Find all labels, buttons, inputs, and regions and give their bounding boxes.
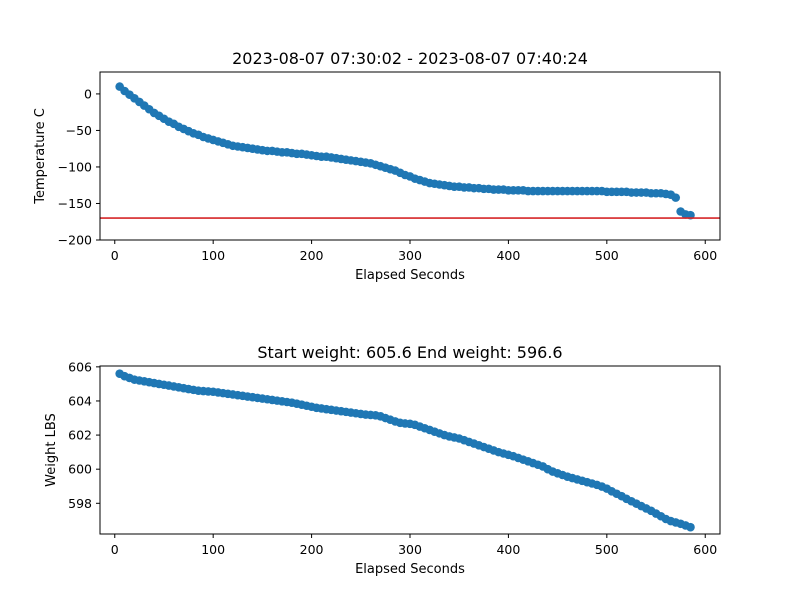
y-tick-label: 602 [68,428,92,443]
x-tick-label: 500 [595,248,619,263]
x-tick-label: 600 [693,542,717,557]
x-tick-label: 600 [693,248,717,263]
data-series [115,82,695,220]
y-tick-label: −50 [66,123,92,138]
y-axis: −200 −150 −100 −50 0 [58,86,100,248]
x-tick-label: 200 [300,542,324,557]
chart-panel-2: Start weight: 605.6 End weight: 596.6 0 10… [44,343,721,577]
x-tick-label: 400 [496,248,520,263]
y-tick-label: −200 [58,233,92,248]
x-axis-label: Elapsed Seconds [355,562,465,577]
y-tick-label: 600 [68,462,92,477]
x-tick-label: 500 [595,542,619,557]
x-tick-label: 300 [398,542,422,557]
x-tick-label: 100 [201,248,225,263]
y-tick-label: −100 [58,159,92,174]
y-axis: 598 600 602 604 606 [68,359,100,511]
y-tick-label: 0 [84,86,92,101]
y-tick-label: 604 [68,393,92,408]
data-point [686,522,695,532]
x-tick-label: 300 [398,248,422,263]
chart-panel-1: 2023-08-07 07:30:02 - 2023-08-07 07:40:2… [33,49,721,283]
plot-frame [99,71,721,241]
y-tick-label: 598 [68,496,92,511]
x-tick-label: 0 [111,248,119,263]
data-series [115,369,695,532]
y-tick-label: 606 [68,359,92,374]
y-axis-label: Weight LBS [44,413,59,487]
x-axis: 0 100 200 300 400 500 600 [111,240,717,263]
data-point [671,193,681,202]
chart-title: Start weight: 605.6 End weight: 596.6 [257,343,562,362]
chart-title: 2023-08-07 07:30:02 - 2023-08-07 07:40:2… [232,49,588,68]
x-tick-label: 100 [201,542,225,557]
x-tick-label: 0 [111,542,119,557]
x-tick-label: 400 [496,542,520,557]
y-axis-label: Temperature C [33,108,48,205]
x-axis: 0 100 200 300 400 500 600 [111,534,717,557]
y-tick-label: −150 [58,196,92,211]
x-axis-label: Elapsed Seconds [355,268,465,283]
x-tick-label: 200 [300,248,324,263]
